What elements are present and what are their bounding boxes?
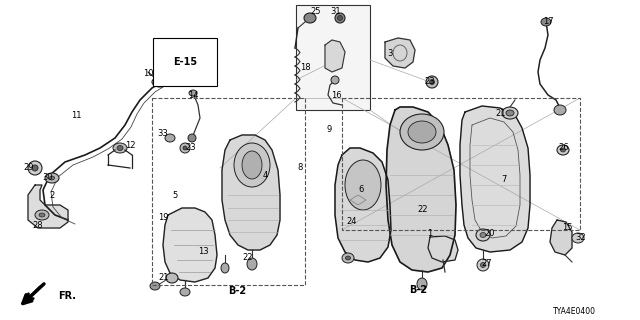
Text: 3: 3 <box>387 49 393 58</box>
Text: 20: 20 <box>484 228 495 237</box>
Ellipse shape <box>541 18 551 26</box>
Ellipse shape <box>247 258 257 270</box>
Text: 24: 24 <box>347 218 357 227</box>
Text: 30: 30 <box>43 173 53 182</box>
Ellipse shape <box>39 213 45 217</box>
Ellipse shape <box>346 256 351 260</box>
Ellipse shape <box>554 105 566 115</box>
Polygon shape <box>385 38 415 68</box>
Text: 7: 7 <box>501 175 507 185</box>
Text: E-15: E-15 <box>173 57 197 67</box>
Ellipse shape <box>335 13 345 23</box>
Polygon shape <box>386 107 456 272</box>
Text: 26: 26 <box>559 143 570 153</box>
Text: 17: 17 <box>543 18 554 27</box>
Text: B-2: B-2 <box>409 285 427 295</box>
Text: 21: 21 <box>159 274 169 283</box>
Ellipse shape <box>188 134 196 142</box>
Ellipse shape <box>113 143 127 153</box>
Bar <box>296 5 370 110</box>
Ellipse shape <box>165 134 175 142</box>
Text: 14: 14 <box>188 91 198 100</box>
Text: TYA4E0400: TYA4E0400 <box>552 307 595 316</box>
Text: 21: 21 <box>496 108 506 117</box>
Text: 28: 28 <box>33 220 44 229</box>
Ellipse shape <box>304 13 316 23</box>
Text: 11: 11 <box>71 110 81 119</box>
Bar <box>152 98 305 285</box>
Ellipse shape <box>480 233 486 237</box>
Text: 19: 19 <box>157 213 168 222</box>
Text: 6: 6 <box>358 186 364 195</box>
Ellipse shape <box>561 148 566 152</box>
Text: 10: 10 <box>143 68 153 77</box>
Bar <box>342 98 580 230</box>
Ellipse shape <box>426 76 438 88</box>
Text: 13: 13 <box>198 247 208 257</box>
Text: 1: 1 <box>428 228 433 237</box>
Text: 2: 2 <box>49 190 54 199</box>
Ellipse shape <box>35 210 49 220</box>
Ellipse shape <box>331 76 339 84</box>
Ellipse shape <box>156 79 164 85</box>
Ellipse shape <box>49 176 54 180</box>
Ellipse shape <box>429 79 435 84</box>
Ellipse shape <box>481 262 486 268</box>
Ellipse shape <box>180 288 190 296</box>
Polygon shape <box>460 106 530 252</box>
Ellipse shape <box>183 146 187 150</box>
Text: 23: 23 <box>425 77 435 86</box>
Polygon shape <box>222 135 280 250</box>
Text: 8: 8 <box>298 164 303 172</box>
Text: FR.: FR. <box>58 291 76 301</box>
Text: 18: 18 <box>300 63 310 73</box>
Polygon shape <box>28 185 68 228</box>
Text: 25: 25 <box>311 7 321 17</box>
Ellipse shape <box>476 229 490 241</box>
Ellipse shape <box>506 110 514 116</box>
Text: 22: 22 <box>418 205 428 214</box>
Ellipse shape <box>337 15 342 20</box>
Ellipse shape <box>32 165 38 171</box>
Ellipse shape <box>234 143 270 187</box>
Ellipse shape <box>45 173 59 183</box>
Ellipse shape <box>400 114 444 150</box>
Text: 16: 16 <box>331 91 341 100</box>
Ellipse shape <box>150 282 160 290</box>
Polygon shape <box>335 148 391 262</box>
Ellipse shape <box>28 161 42 175</box>
Ellipse shape <box>180 143 190 153</box>
Ellipse shape <box>221 263 229 273</box>
Text: B-2: B-2 <box>228 286 246 296</box>
Ellipse shape <box>417 278 427 290</box>
Ellipse shape <box>152 77 168 87</box>
Ellipse shape <box>572 233 584 243</box>
Ellipse shape <box>557 145 569 155</box>
Ellipse shape <box>166 273 178 283</box>
Text: 31: 31 <box>331 7 341 17</box>
Text: 22: 22 <box>243 253 253 262</box>
Ellipse shape <box>117 146 123 150</box>
Text: 32: 32 <box>576 233 586 242</box>
Polygon shape <box>550 220 572 255</box>
Polygon shape <box>428 236 458 262</box>
Polygon shape <box>163 208 217 282</box>
Ellipse shape <box>502 107 518 119</box>
Text: 27: 27 <box>482 260 492 268</box>
Ellipse shape <box>477 259 489 271</box>
Text: 33: 33 <box>157 129 168 138</box>
Ellipse shape <box>345 160 381 210</box>
Ellipse shape <box>408 121 436 143</box>
Ellipse shape <box>189 90 197 96</box>
Polygon shape <box>325 40 345 72</box>
Text: 12: 12 <box>125 140 135 149</box>
Text: 15: 15 <box>562 223 572 233</box>
Ellipse shape <box>342 253 354 263</box>
Text: 5: 5 <box>172 190 178 199</box>
Text: 9: 9 <box>326 125 332 134</box>
Ellipse shape <box>242 151 262 179</box>
Text: 23: 23 <box>186 142 196 151</box>
Text: 4: 4 <box>262 172 268 180</box>
Text: 29: 29 <box>24 164 35 172</box>
